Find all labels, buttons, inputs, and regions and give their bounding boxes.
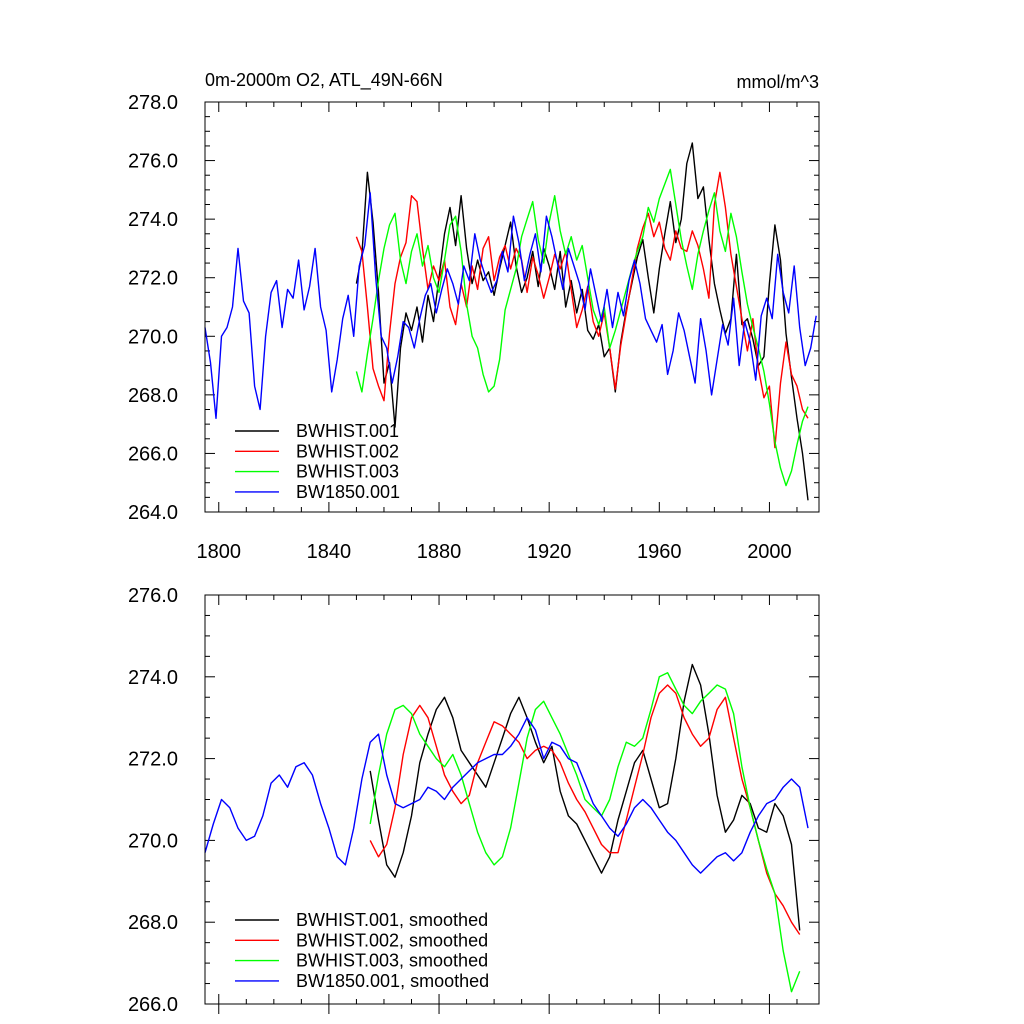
y-tick-label: 266.0	[128, 994, 178, 1016]
y-tick-label: 268.0	[128, 385, 178, 407]
units-label: mmol/m^3	[737, 72, 819, 92]
plot-frame	[204, 101, 820, 513]
x-tick-label: 1880	[417, 541, 462, 563]
y-tick-label: 272.0	[128, 268, 178, 290]
series-line-2	[369, 684, 801, 935]
series-line-4	[204, 192, 817, 419]
y-tick-label: 266.0	[128, 443, 178, 465]
series-line-3	[355, 168, 809, 487]
x-tick-label: 1920	[527, 541, 572, 563]
y-tick-label: 264.0	[128, 502, 178, 524]
y-tick-label: 274.0	[128, 667, 178, 689]
legend-label: BWHIST.001	[296, 421, 399, 441]
y-tick-label: 268.0	[128, 912, 178, 934]
legend-label: BWHIST.003, smoothed	[296, 951, 488, 971]
y-tick-label: 276.0	[128, 151, 178, 173]
y-tick-label: 278.0	[128, 92, 178, 114]
x-tick-label: 2000	[747, 541, 792, 563]
series-line-3	[369, 672, 801, 993]
y-tick-label: 270.0	[128, 830, 178, 852]
plot-frame	[204, 594, 820, 1005]
legend-label: BW1850.001, smoothed	[296, 971, 489, 991]
top-panel: 264.0 266.0 268.0 270.0 272.0 274.0 276.0 278.0…	[128, 70, 820, 563]
legend-label: BWHIST.002	[296, 441, 399, 461]
series-line-1	[355, 142, 809, 501]
legend-label: BWHIST.003	[296, 462, 399, 482]
x-tick-label: 1960	[637, 541, 682, 563]
legend-label: BWHIST.002, smoothed	[296, 930, 488, 950]
y-tick-label: 274.0	[128, 209, 178, 231]
bottom-panel: 266.0 268.0 270.0 272.0 274.0 276.0 BWHIST.001…	[128, 585, 820, 1016]
series-line-2	[355, 171, 809, 449]
y-tick-label: 270.0	[128, 326, 178, 348]
x-tick-label: 1800	[197, 541, 242, 563]
y-tick-label: 272.0	[128, 749, 178, 771]
y-tick-label: 276.0	[128, 585, 178, 607]
legend-label: BW1850.001	[296, 482, 400, 502]
series-line-4	[204, 717, 809, 874]
series-line-1	[369, 663, 801, 931]
x-tick-label: 1840	[307, 541, 352, 563]
legend-label: BWHIST.001, smoothed	[296, 910, 488, 930]
chart-title: 0m-2000m O2, ATL_49N-66N	[205, 70, 443, 91]
